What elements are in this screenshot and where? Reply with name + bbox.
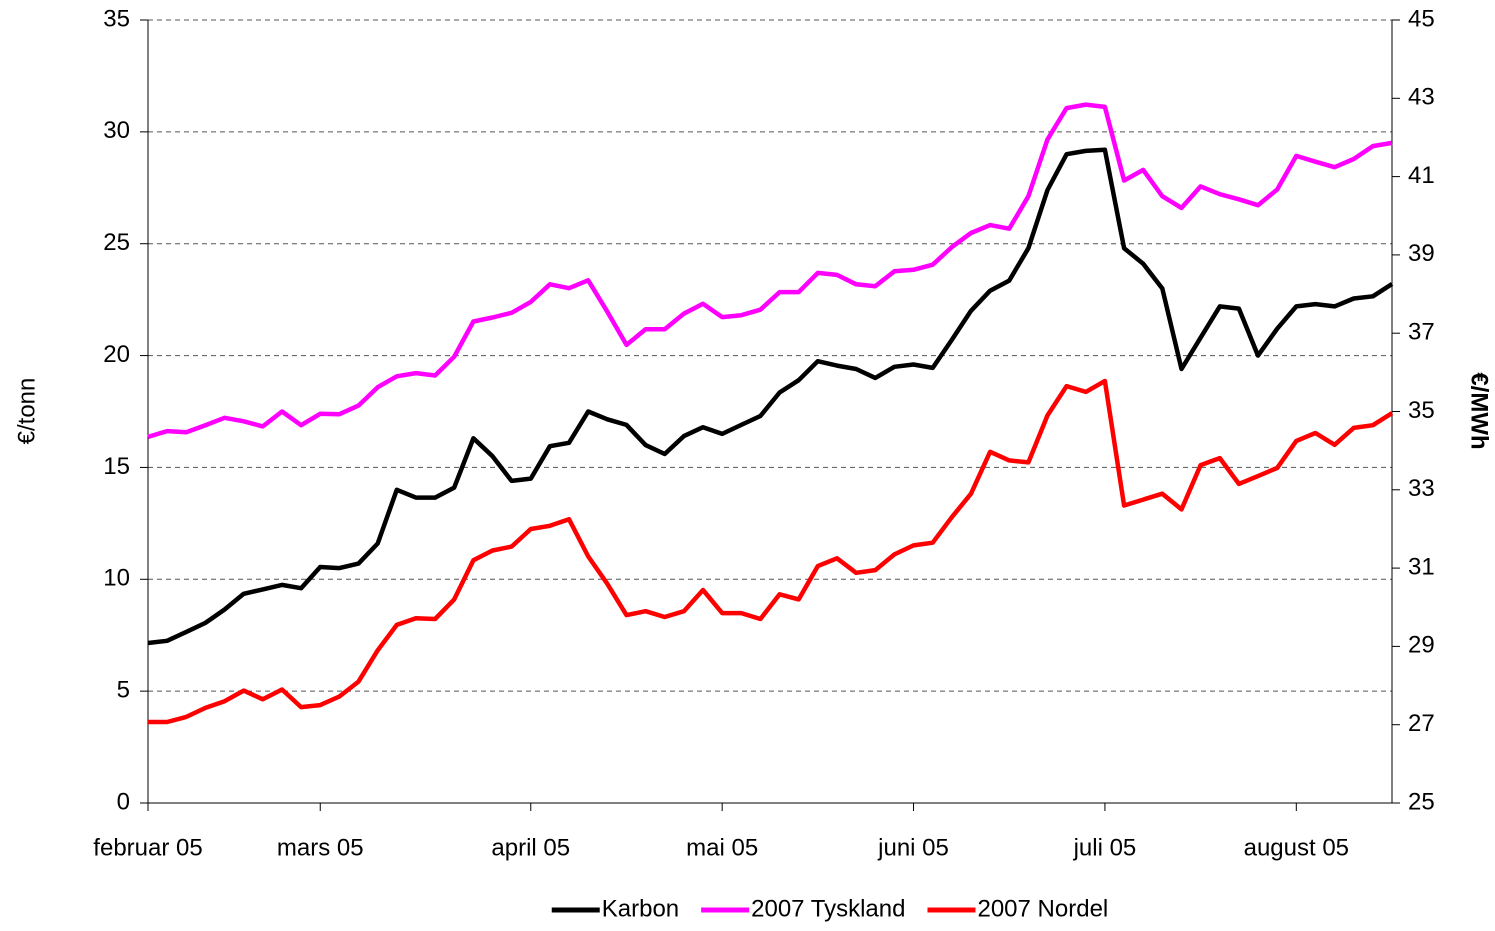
legend-label: 2007 Nordel bbox=[977, 895, 1108, 922]
y-tick-label: 10 bbox=[103, 565, 130, 592]
y-tick-label: 0 bbox=[117, 788, 130, 815]
legend-label: 2007 Tyskland bbox=[751, 895, 905, 922]
x-tick-label: august 05 bbox=[1244, 834, 1349, 861]
x-tick-label: mars 05 bbox=[277, 834, 364, 861]
x-tick-label: mai 05 bbox=[686, 834, 758, 861]
x-tick-label: juni 05 bbox=[877, 834, 949, 861]
y-tick-label: 5 bbox=[117, 676, 130, 703]
x-tick-label: juli 05 bbox=[1073, 834, 1137, 861]
x-tick-label: april 05 bbox=[491, 834, 570, 861]
y-tick-label: 30 bbox=[103, 117, 130, 144]
series-line bbox=[148, 378, 1394, 725]
y2-tick-label: 45 bbox=[1408, 5, 1435, 32]
y2-tick-label: 31 bbox=[1408, 553, 1435, 580]
series-line bbox=[147, 147, 1394, 646]
y2-tick-label: 27 bbox=[1408, 710, 1435, 737]
y-tick-label: 15 bbox=[103, 453, 130, 480]
y2-axis-title: €/MWh bbox=[1466, 372, 1493, 449]
y-tick-label: 35 bbox=[103, 5, 130, 32]
y2-tick-label: 33 bbox=[1408, 475, 1435, 502]
y2-tick-label: 25 bbox=[1408, 788, 1435, 815]
y2-tick-label: 35 bbox=[1408, 397, 1435, 424]
y2-tick-label: 41 bbox=[1408, 162, 1435, 189]
x-tick-label: februar 05 bbox=[93, 834, 202, 861]
legend-label: Karbon bbox=[602, 895, 679, 922]
y2-tick-label: 43 bbox=[1408, 84, 1435, 111]
y2-tick-label: 37 bbox=[1408, 319, 1435, 346]
y2-tick-label: 29 bbox=[1408, 632, 1435, 659]
series-line bbox=[147, 102, 1393, 440]
y-tick-label: 25 bbox=[103, 229, 130, 256]
y2-tick-label: 39 bbox=[1408, 240, 1435, 267]
y-tick-label: 20 bbox=[103, 341, 130, 368]
y-axis-title: €/tonn bbox=[13, 378, 40, 445]
